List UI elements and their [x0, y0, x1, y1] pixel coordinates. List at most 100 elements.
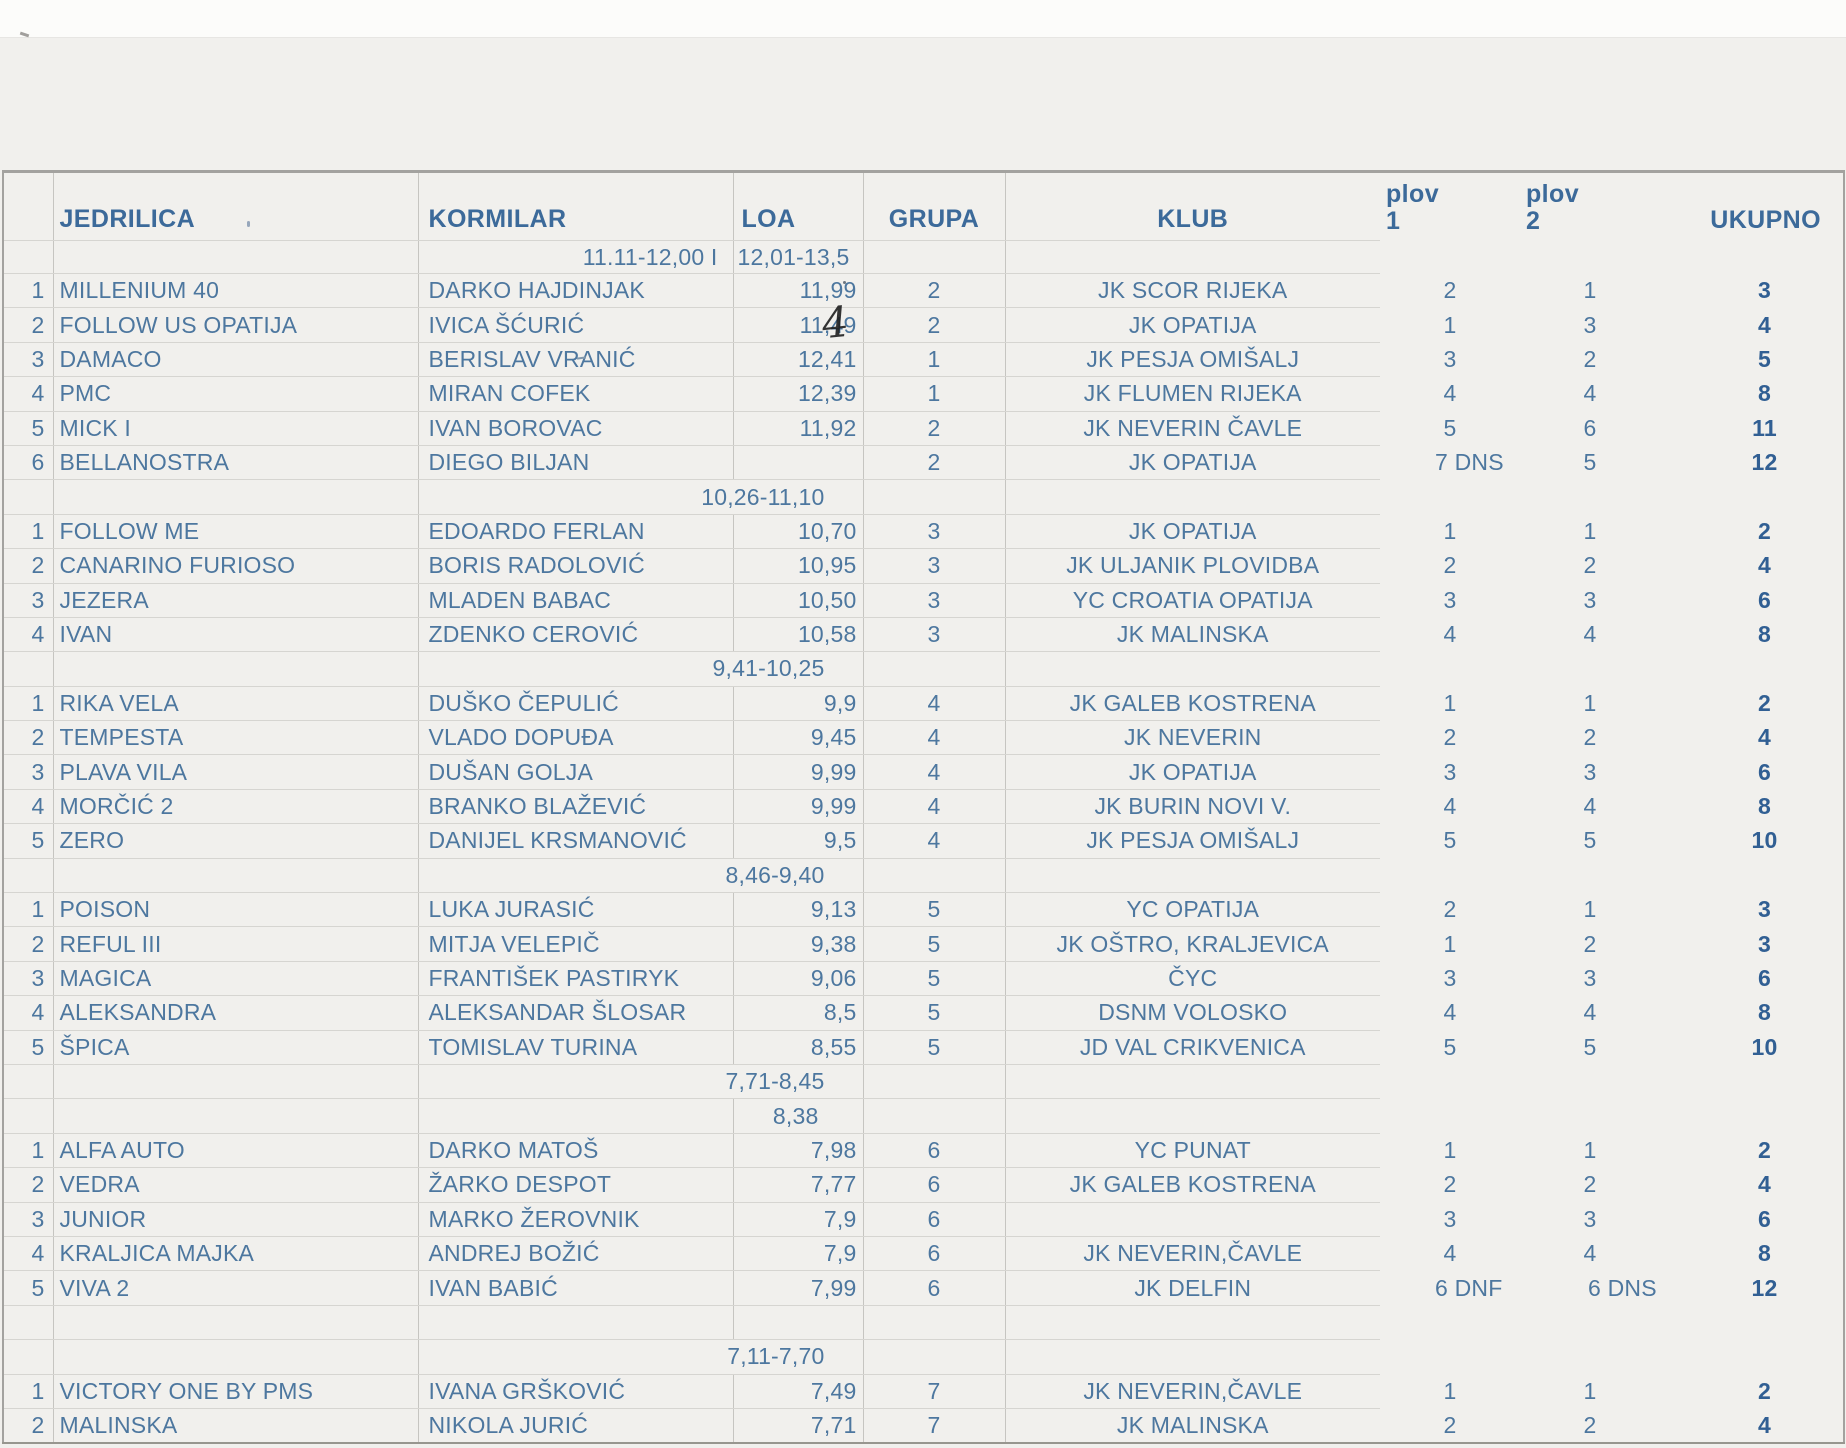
- plov1-label-line1: plov: [1386, 179, 1439, 208]
- boat-name-cell: [53, 651, 419, 687]
- table-row: 3 PLAVA VILA DUŠAN GOLJA 9,99 4 JK OPATIJA 3 3 6: [3, 754, 1844, 790]
- total-cell: 4: [1758, 724, 1771, 751]
- loa-cell: 7,77: [733, 1167, 864, 1203]
- boat-name-cell: DAMACO: [53, 342, 419, 378]
- race1-cell: 2: [1443, 277, 1457, 304]
- plov2-label-line1: plov: [1526, 179, 1579, 208]
- loa-row: 8,38: [3, 1098, 1844, 1134]
- loa-cell: 8,38: [733, 1098, 864, 1134]
- helmsman-cell: [418, 1305, 734, 1341]
- loa-cell: 9,5: [733, 823, 864, 859]
- boat-name-cell: KRALJICA MAJKA: [53, 1236, 419, 1272]
- column-header-klub: KLUB: [1005, 171, 1380, 241]
- scan-speck: [247, 221, 250, 227]
- race1-cell: 3: [1443, 345, 1457, 372]
- club-cell: JK PESJA OMIŠALJ: [1005, 823, 1380, 859]
- table-row: 2 FOLLOW US OPATIJA IVICA ŠĆURIĆ 11,49 4 2 JK …: [3, 297, 1844, 349]
- boat-name-cell: TEMPESTA: [53, 720, 419, 756]
- loa-cell: 7,9: [733, 1202, 864, 1237]
- boat-name-cell: [53, 1098, 419, 1134]
- table-row: 1 ALFA AUTO DARKO MATOŠ 7,98 6 YC PUNAT 1 1 2: [3, 1133, 1844, 1169]
- rank-cell: 3: [3, 342, 54, 378]
- race2-cell: 4: [1583, 999, 1597, 1026]
- rank-cell: 3: [3, 583, 54, 618]
- total-cell: [1660, 480, 1844, 514]
- total-cell: 6: [1758, 586, 1771, 613]
- loa-range-cell: 10,26-11,10: [418, 479, 864, 515]
- race2-cell: 1: [1583, 277, 1597, 304]
- race1-cell: [1380, 1064, 1520, 1098]
- group-cell: 2: [863, 273, 1006, 309]
- boat-name-cell: ALEKSANDRA: [53, 995, 419, 1031]
- total-cell: 8: [1758, 793, 1771, 820]
- total-cell: 10: [1751, 1033, 1778, 1060]
- group-cell: 6: [863, 1270, 1006, 1306]
- club-cell: JK OPATIJA: [1005, 307, 1380, 343]
- empty-cell: [53, 240, 419, 274]
- rank-cell: 1: [3, 514, 54, 550]
- section-row: 8,46-9,40: [3, 858, 1844, 894]
- table-row: 4 ALEKSANDRA ALEKSANDAR ŠLOSAR 8,5 5 DSNM VOL…: [3, 995, 1844, 1031]
- race2-cell: 3: [1583, 1205, 1597, 1232]
- race1-cell: [1380, 652, 1520, 686]
- boat-name-cell: VIVA 2: [53, 1270, 419, 1306]
- rank-cell: [3, 1339, 54, 1375]
- race1-cell: 5: [1443, 414, 1457, 441]
- loa-cell: 10,58: [733, 617, 864, 653]
- loa-range-cell: 8,46-9,40: [418, 858, 864, 894]
- table-row: 4 IVAN ZDENKO CEROVIĆ 10,58 3 JK MALINSKA 4 4 8: [3, 617, 1844, 653]
- table-row: 2 REFUL III MITJA VELEPIČ 9,38 5 JK OŠTRO, KR…: [3, 926, 1844, 962]
- helmsman-cell: IVICA ŠĆURIĆ: [418, 307, 734, 343]
- helmsman-cell: DARKO HAJDINJAK: [418, 273, 734, 309]
- club-cell: YC OPATIJA: [1005, 892, 1380, 928]
- group-cell: 5: [863, 995, 1006, 1031]
- group-cell: 1: [863, 376, 1006, 412]
- helmsman-cell: NIKOLA JURIĆ: [418, 1408, 734, 1444]
- boat-name-cell: ALFA AUTO: [53, 1133, 419, 1169]
- race2-cell: 5: [1583, 827, 1597, 854]
- helmsman-cell: DUŠAN GOLJA: [418, 754, 734, 790]
- loa-cell: 7,71: [733, 1408, 864, 1444]
- loa-cell: 9,99: [733, 754, 864, 790]
- group-cell: 6: [863, 1133, 1006, 1169]
- race2-cell: [1520, 652, 1660, 686]
- rank-cell: [3, 1098, 54, 1134]
- total-cell: 8: [1758, 621, 1771, 648]
- total-cell: 6: [1758, 758, 1771, 785]
- helmsman-cell: MIRAN COFEK: [418, 376, 734, 412]
- total-cell: 2: [1758, 1377, 1771, 1404]
- race2-cell: 6 DNS: [1588, 1274, 1657, 1301]
- total-cell: 10: [1751, 827, 1778, 854]
- group-cell: [863, 1098, 1006, 1134]
- table-row: 6 BELLANOSTRA DIEGO BILJAN 2 JK OPATIJA 7 DNS…: [3, 445, 1844, 481]
- race1-cell: 7 DNS: [1435, 449, 1504, 476]
- loa-cell: 7,49: [733, 1374, 864, 1409]
- rank-cell: 3: [3, 1202, 54, 1237]
- table-row: 2 CANARINO FURIOSO BORIS RADOLOVIĆ 10,95 3 JK…: [3, 548, 1844, 584]
- helmsman-cell: ZDENKO CEROVIĆ: [418, 617, 734, 653]
- rank-cell: 4: [3, 789, 54, 825]
- total-cell: 2: [1758, 517, 1771, 544]
- section-row: 7,71-8,45: [3, 1064, 1844, 1100]
- group-cell: 4: [863, 823, 1006, 859]
- club-cell: JK BURIN NOVI V.: [1005, 789, 1380, 825]
- rank-column-header: [3, 171, 54, 241]
- club-cell: YC CROATIA OPATIJA: [1005, 583, 1380, 618]
- club-cell: [1005, 1305, 1380, 1341]
- race1-cell: 1: [1443, 689, 1457, 716]
- race1-cell: 5: [1443, 827, 1457, 854]
- header-row: JEDRILICA KORMILAR LOA GRUPA KLUB plov 1…: [3, 171, 1844, 241]
- loa-cell: 10,70: [733, 514, 864, 550]
- rank-cell: 3: [3, 754, 54, 790]
- total-cell: 8: [1758, 380, 1771, 407]
- race2-cell: 3: [1583, 758, 1597, 785]
- rank-cell: 5: [3, 1030, 54, 1065]
- loa-cell: 7,99: [733, 1270, 864, 1306]
- column-header-plov1: plov 1: [1380, 172, 1520, 241]
- race1-cell: 5: [1443, 1033, 1457, 1060]
- handwritten-correction: 4: [819, 297, 851, 349]
- rank-cell: 5: [3, 1270, 54, 1306]
- race1-cell: 1: [1443, 930, 1457, 957]
- club-cell: [1005, 1098, 1380, 1134]
